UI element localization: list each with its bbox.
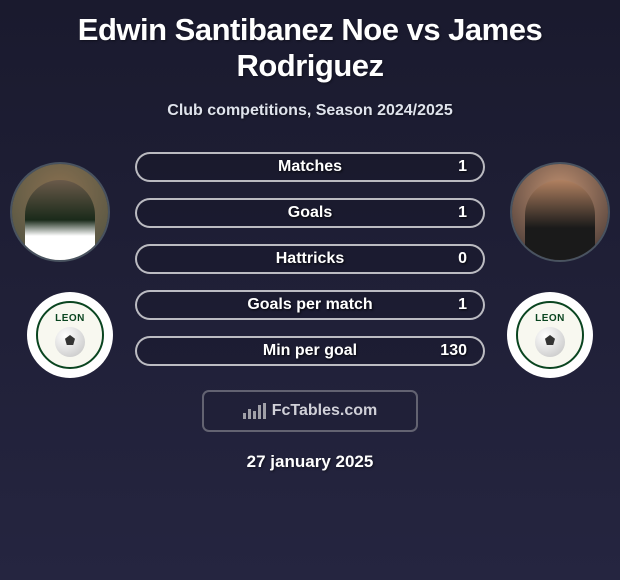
stat-row-goals-per-match: Goals per match 1 xyxy=(135,290,485,320)
stat-right-value: 1 xyxy=(458,158,467,176)
club-left-name: LEON xyxy=(55,313,85,324)
brand-text: FcTables.com xyxy=(272,402,378,420)
stat-right-value: 130 xyxy=(440,342,467,360)
subtitle: Club competitions, Season 2024/2025 xyxy=(0,102,620,120)
stat-row-matches: Matches 1 xyxy=(135,152,485,182)
stat-label: Goals per match xyxy=(247,296,372,314)
stat-label: Goals xyxy=(288,204,332,222)
date-text: 27 january 2025 xyxy=(0,452,620,472)
club-right-badge: LEON xyxy=(507,292,593,378)
stat-row-min-per-goal: Min per goal 130 xyxy=(135,336,485,366)
stat-right-value: 1 xyxy=(458,296,467,314)
club-right-name: LEON xyxy=(535,313,565,324)
brand-badge[interactable]: FcTables.com xyxy=(202,390,418,432)
club-left-badge: LEON xyxy=(27,292,113,378)
stat-row-goals: Goals 1 xyxy=(135,198,485,228)
page-title: Edwin Santibanez Noe vs James Rodriguez xyxy=(0,12,620,84)
stat-label: Min per goal xyxy=(263,342,357,360)
stat-label: Matches xyxy=(278,158,342,176)
soccer-ball-icon xyxy=(535,327,565,357)
stat-row-hattricks: Hattricks 0 xyxy=(135,244,485,274)
player-left-avatar xyxy=(10,162,110,262)
stat-right-value: 1 xyxy=(458,204,467,222)
soccer-ball-icon xyxy=(55,327,85,357)
chart-icon xyxy=(243,403,266,419)
stat-right-value: 0 xyxy=(458,250,467,268)
stat-label: Hattricks xyxy=(276,250,344,268)
stat-rows: Matches 1 Goals 1 Hattricks 0 Goals per … xyxy=(135,152,485,382)
stats-area: LEON LEON Matches 1 Goals 1 Ha xyxy=(0,152,620,382)
player-right-avatar xyxy=(510,162,610,262)
